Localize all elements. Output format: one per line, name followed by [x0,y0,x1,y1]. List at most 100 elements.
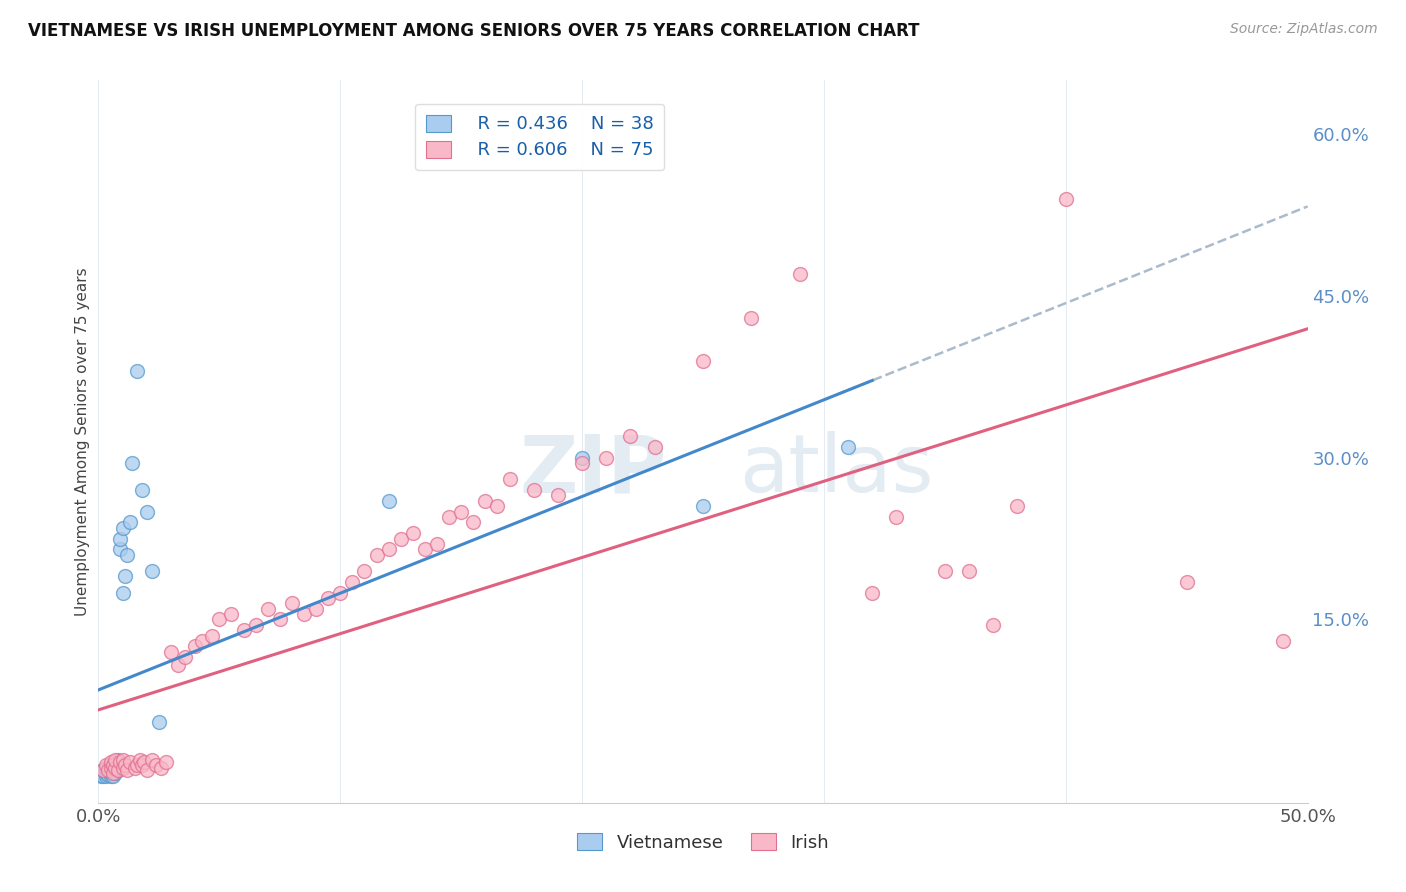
Text: ZIP: ZIP [519,432,666,509]
Point [329,585,352,599]
Point [174,650,197,665]
Point [377,542,399,557]
Point [145,758,167,772]
Text: atlas: atlas [740,432,934,509]
Point [91,764,114,778]
Point [135,505,157,519]
Point [111,753,134,767]
Point [366,548,388,562]
Point [1175,574,1198,589]
Point [595,450,617,465]
Point [1272,634,1295,648]
Point [104,753,127,767]
Point [100,761,122,775]
Point [100,769,122,783]
Point [107,764,129,778]
Point [134,755,156,769]
Point [94,761,117,775]
Point [498,472,520,486]
Point [981,618,1004,632]
Point [131,483,153,497]
Point [232,624,254,638]
Point [1054,192,1077,206]
Point [221,607,243,621]
Point [377,493,399,508]
Point [111,761,134,775]
Point [108,542,131,557]
Point [121,456,143,470]
Point [474,493,496,508]
Point [184,640,207,654]
Text: Source: ZipAtlas.com: Source: ZipAtlas.com [1230,22,1378,37]
Point [957,564,980,578]
Point [167,657,190,672]
Point [117,548,139,562]
Point [256,601,278,615]
Point [117,764,139,778]
Point [692,500,714,514]
Text: VIETNAMESE VS IRISH UNEMPLOYMENT AMONG SENIORS OVER 75 YEARS CORRELATION CHART: VIETNAMESE VS IRISH UNEMPLOYMENT AMONG S… [28,22,920,40]
Point [860,585,883,599]
Point [101,765,124,780]
Point [208,612,231,626]
Point [316,591,339,605]
Point [108,755,131,769]
Point [934,564,956,578]
Point [523,483,546,497]
Point [437,510,460,524]
Point [160,645,183,659]
Point [124,761,146,775]
Point [108,532,131,546]
Point [245,618,267,632]
Point [269,612,291,626]
Point [91,764,114,778]
Point [104,761,127,775]
Point [90,769,112,783]
Point [127,758,149,772]
Point [463,516,485,530]
Point [547,488,569,502]
Point [644,440,666,454]
Point [571,450,593,465]
Point [97,764,120,778]
Point [101,758,124,772]
Point [101,769,124,783]
Point [402,526,425,541]
Point [886,510,908,524]
Point [97,764,120,778]
Point [789,268,811,282]
Point [450,505,472,519]
Point [104,755,127,769]
Point [114,569,136,583]
Point [342,574,364,589]
Point [111,585,134,599]
Point [107,764,129,778]
Point [281,596,304,610]
Point [619,429,641,443]
Point [141,564,163,578]
Point [389,532,412,546]
Point [692,353,714,368]
Point [97,768,120,782]
Point [91,769,114,783]
Point [413,542,436,557]
Point [201,629,224,643]
Point [94,769,117,783]
Point [155,755,177,769]
Point [1007,500,1029,514]
Point [135,764,157,778]
Point [150,761,173,775]
Point [101,761,124,775]
Point [114,758,136,772]
Point [305,601,328,615]
Point [127,364,149,378]
Point [426,537,449,551]
Point [571,456,593,470]
Point [118,516,141,530]
Point [486,500,509,514]
Point [353,564,375,578]
Point [100,761,122,775]
Point [101,764,124,778]
Point [131,758,153,772]
Point [118,755,141,769]
